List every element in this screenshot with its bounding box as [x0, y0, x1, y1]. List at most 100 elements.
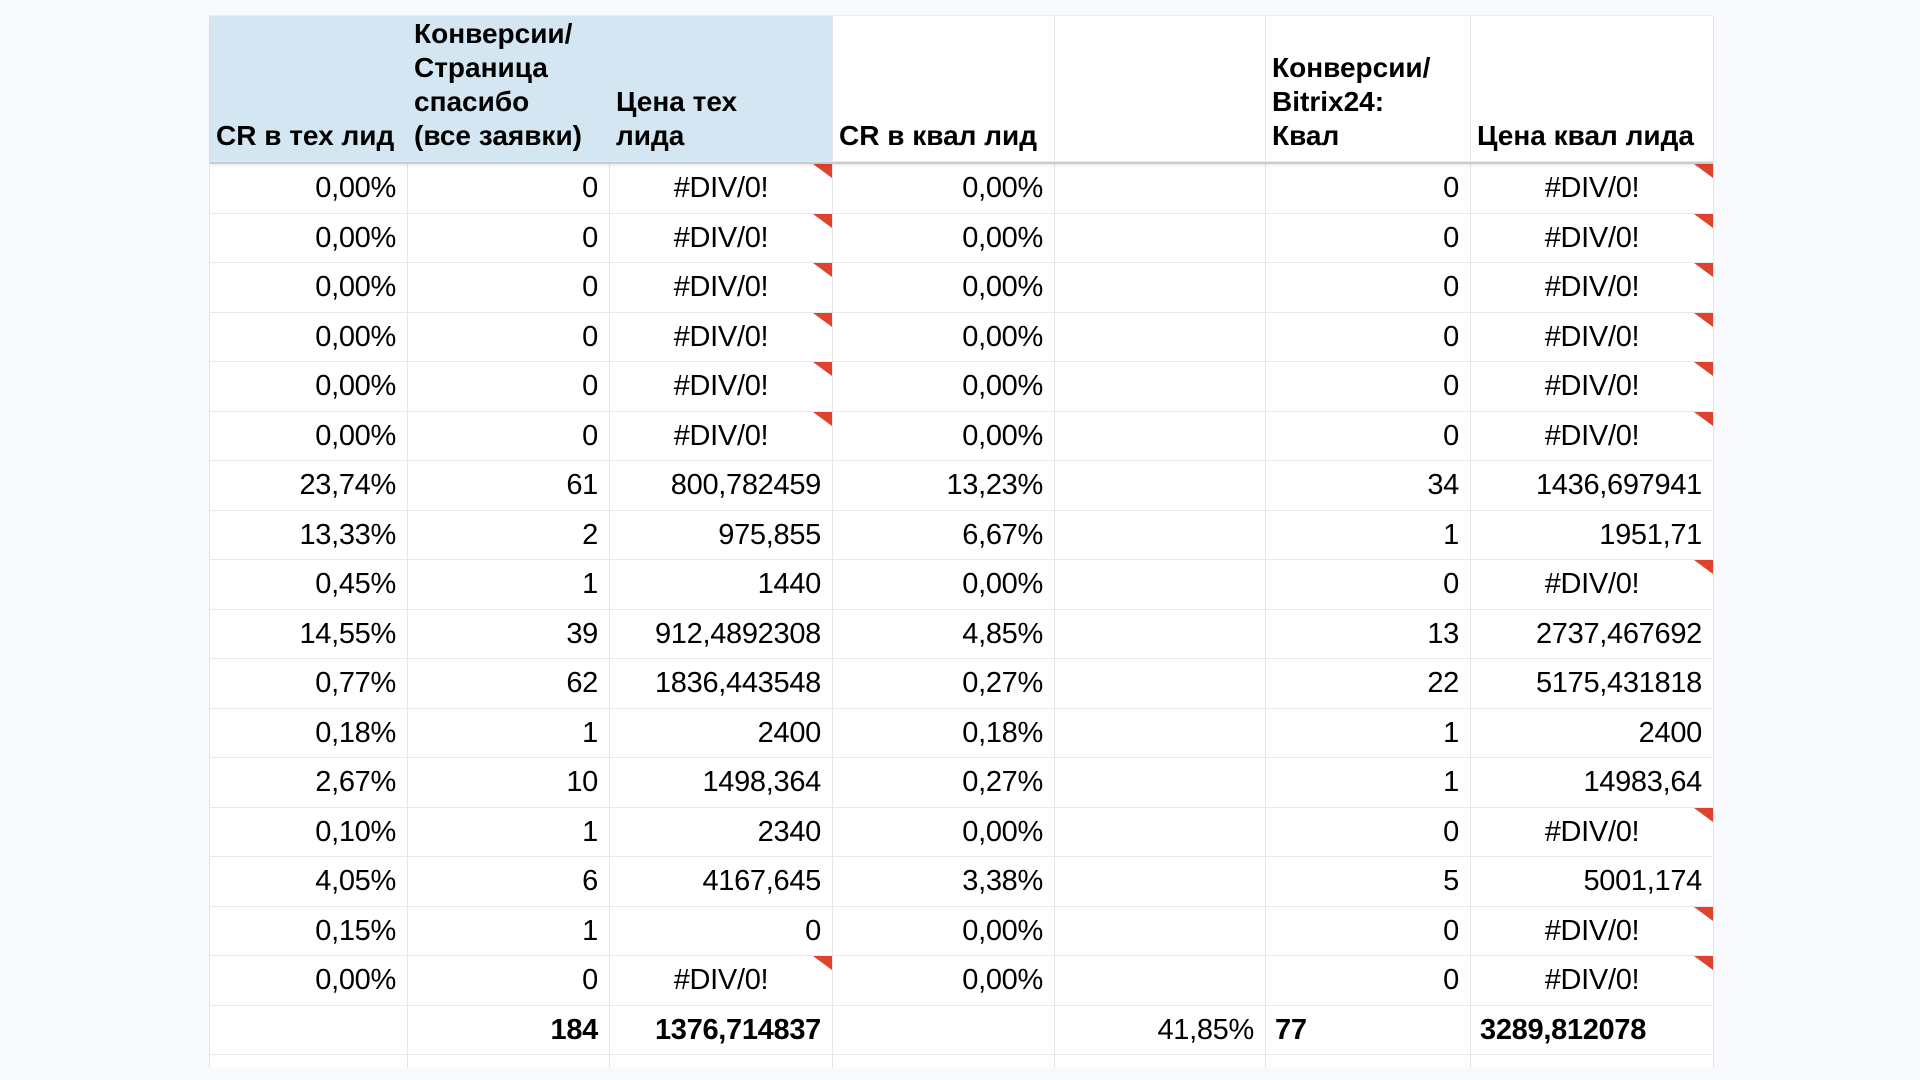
- cell-r4-c3[interactable]: #DIV/0!: [610, 312, 833, 362]
- cell-r11-c6[interactable]: 22: [1266, 659, 1471, 709]
- cell-r1-c1[interactable]: 0,00%: [210, 164, 408, 214]
- cell-r6-c1[interactable]: 0,00%: [210, 411, 408, 461]
- cell-r1-c5[interactable]: [1055, 164, 1266, 214]
- cell-r5-c6[interactable]: 0: [1266, 362, 1471, 412]
- cell-r14-c5[interactable]: [1055, 807, 1266, 857]
- cell-r14-c1[interactable]: 0,10%: [210, 807, 408, 857]
- cell-r8-c6[interactable]: 1: [1266, 510, 1471, 560]
- cell-r10-c4[interactable]: 4,85%: [833, 609, 1055, 659]
- cell-r12-c4[interactable]: 0,18%: [833, 708, 1055, 758]
- cell-r3-c1[interactable]: 0,00%: [210, 263, 408, 313]
- cell-r12-c1[interactable]: 0,18%: [210, 708, 408, 758]
- cell-r13-c5[interactable]: [1055, 758, 1266, 808]
- cell-r16-c5[interactable]: [1055, 906, 1266, 956]
- cell-r4-c2[interactable]: 0: [408, 312, 610, 362]
- cell-r15-c2[interactable]: 6: [408, 857, 610, 907]
- cell-r7-c2[interactable]: 61: [408, 461, 610, 511]
- cell-r2-c1[interactable]: 0,00%: [210, 213, 408, 263]
- cell-r9-c7[interactable]: #DIV/0!: [1471, 560, 1714, 610]
- cell-r15-c1[interactable]: 4,05%: [210, 857, 408, 907]
- cell-r7-c5[interactable]: [1055, 461, 1266, 511]
- total-cell-c5[interactable]: 41,85%: [1055, 1005, 1266, 1055]
- cell-r4-c5[interactable]: [1055, 312, 1266, 362]
- header-cell-4[interactable]: CR в квал лид: [833, 16, 1055, 162]
- cell-r14-c3[interactable]: 2340: [610, 807, 833, 857]
- cell-r7-c7[interactable]: 1436,697941: [1471, 461, 1714, 511]
- cell-r13-c7[interactable]: 14983,64: [1471, 758, 1714, 808]
- cell-r14-c4[interactable]: 0,00%: [833, 807, 1055, 857]
- cell-r9-c5[interactable]: [1055, 560, 1266, 610]
- cell-r10-c1[interactable]: 14,55%: [210, 609, 408, 659]
- cell-r8-c3[interactable]: 975,855: [610, 510, 833, 560]
- cell-r13-c2[interactable]: 10: [408, 758, 610, 808]
- cell-r8-c1[interactable]: 13,33%: [210, 510, 408, 560]
- cell-r12-c6[interactable]: 1: [1266, 708, 1471, 758]
- cell-r10-c6[interactable]: 13: [1266, 609, 1471, 659]
- cell-r6-c7[interactable]: #DIV/0!: [1471, 411, 1714, 461]
- cell-r17-c1[interactable]: 0,00%: [210, 956, 408, 1006]
- cell-r8-c5[interactable]: [1055, 510, 1266, 560]
- cell-r2-c7[interactable]: #DIV/0!: [1471, 213, 1714, 263]
- cell-r16-c2[interactable]: 1: [408, 906, 610, 956]
- cell-r2-c4[interactable]: 0,00%: [833, 213, 1055, 263]
- total-cell-c2[interactable]: 184: [408, 1005, 610, 1055]
- cell-r2-c6[interactable]: 0: [1266, 213, 1471, 263]
- total-cell-c1[interactable]: [210, 1005, 408, 1055]
- cell-r3-c5[interactable]: [1055, 263, 1266, 313]
- cell-r16-c7[interactable]: #DIV/0!: [1471, 906, 1714, 956]
- cell-r2-c5[interactable]: [1055, 213, 1266, 263]
- cell-r13-c4[interactable]: 0,27%: [833, 758, 1055, 808]
- cell-r8-c4[interactable]: 6,67%: [833, 510, 1055, 560]
- total-cell-c4[interactable]: [833, 1005, 1055, 1055]
- cell-r6-c2[interactable]: 0: [408, 411, 610, 461]
- cell-r2-c3[interactable]: #DIV/0!: [610, 213, 833, 263]
- cell-r11-c5[interactable]: [1055, 659, 1266, 709]
- total-cell-c6[interactable]: 77: [1266, 1005, 1471, 1055]
- cell-r16-c3[interactable]: 0: [610, 906, 833, 956]
- cell-r5-c4[interactable]: 0,00%: [833, 362, 1055, 412]
- cell-r7-c3[interactable]: 800,782459: [610, 461, 833, 511]
- header-cell-2[interactable]: Конверсии/ Страница спасибо (все заявки): [408, 16, 610, 162]
- cell-r15-c3[interactable]: 4167,645: [610, 857, 833, 907]
- cell-r11-c4[interactable]: 0,27%: [833, 659, 1055, 709]
- cell-r3-c3[interactable]: #DIV/0!: [610, 263, 833, 313]
- cell-r9-c6[interactable]: 0: [1266, 560, 1471, 610]
- cell-r15-c7[interactable]: 5001,174: [1471, 857, 1714, 907]
- cell-r5-c5[interactable]: [1055, 362, 1266, 412]
- cell-r8-c7[interactable]: 1951,71: [1471, 510, 1714, 560]
- cell-r1-c6[interactable]: 0: [1266, 164, 1471, 214]
- header-cell-5[interactable]: [1055, 16, 1266, 162]
- cell-r12-c7[interactable]: 2400: [1471, 708, 1714, 758]
- cell-r17-c2[interactable]: 0: [408, 956, 610, 1006]
- cell-r17-c5[interactable]: [1055, 956, 1266, 1006]
- cell-r6-c5[interactable]: [1055, 411, 1266, 461]
- cell-r4-c4[interactable]: 0,00%: [833, 312, 1055, 362]
- cell-r8-c2[interactable]: 2: [408, 510, 610, 560]
- cell-r17-c4[interactable]: 0,00%: [833, 956, 1055, 1006]
- cell-r5-c3[interactable]: #DIV/0!: [610, 362, 833, 412]
- cell-r3-c4[interactable]: 0,00%: [833, 263, 1055, 313]
- cell-r16-c4[interactable]: 0,00%: [833, 906, 1055, 956]
- header-cell-1[interactable]: CR в тех лид: [210, 16, 408, 162]
- cell-r6-c6[interactable]: 0: [1266, 411, 1471, 461]
- cell-r5-c1[interactable]: 0,00%: [210, 362, 408, 412]
- cell-r1-c4[interactable]: 0,00%: [833, 164, 1055, 214]
- cell-r13-c6[interactable]: 1: [1266, 758, 1471, 808]
- header-cell-7[interactable]: Цена квал лида: [1471, 16, 1714, 162]
- total-cell-c3[interactable]: 1376,714837: [610, 1005, 833, 1055]
- cell-r11-c7[interactable]: 5175,431818: [1471, 659, 1714, 709]
- cell-r9-c4[interactable]: 0,00%: [833, 560, 1055, 610]
- cell-r6-c3[interactable]: #DIV/0!: [610, 411, 833, 461]
- cell-r3-c7[interactable]: #DIV/0!: [1471, 263, 1714, 313]
- cell-r15-c6[interactable]: 5: [1266, 857, 1471, 907]
- cell-r12-c5[interactable]: [1055, 708, 1266, 758]
- cell-r14-c2[interactable]: 1: [408, 807, 610, 857]
- cell-r10-c3[interactable]: 912,4892308: [610, 609, 833, 659]
- cell-r9-c2[interactable]: 1: [408, 560, 610, 610]
- cell-r2-c2[interactable]: 0: [408, 213, 610, 263]
- cell-r12-c2[interactable]: 1: [408, 708, 610, 758]
- cell-r15-c5[interactable]: [1055, 857, 1266, 907]
- cell-r9-c1[interactable]: 0,45%: [210, 560, 408, 610]
- cell-r17-c7[interactable]: #DIV/0!: [1471, 956, 1714, 1006]
- cell-r6-c4[interactable]: 0,00%: [833, 411, 1055, 461]
